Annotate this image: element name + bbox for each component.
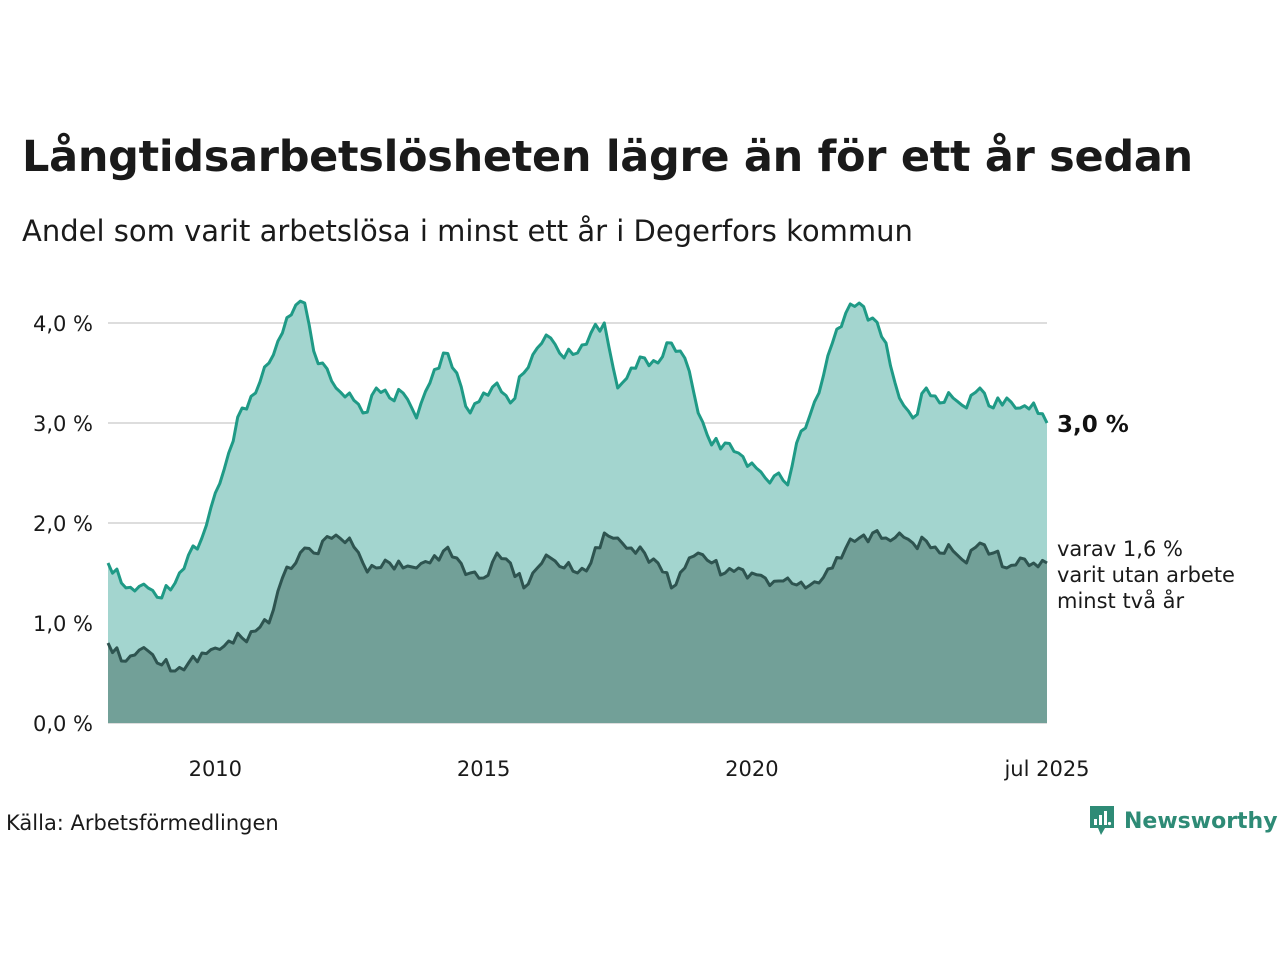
end-label-long-line-1: varav 1,6 % (1057, 537, 1183, 561)
y-tick-label: 1,0 % (33, 612, 93, 636)
x-tick-label: 2020 (725, 757, 778, 781)
x-tick-label: 2015 (457, 757, 510, 781)
end-label-total: 3,0 % (1057, 412, 1129, 438)
x-axis-ticks: 2010 2015 2020 jul 2025 (189, 757, 1090, 781)
brand-logo: Newsworthy (1088, 804, 1278, 838)
newsworthy-logo-icon (1090, 806, 1114, 835)
area-long-term-unemployed (108, 530, 1047, 723)
line-total-unemployed (106, 299, 1049, 600)
source-note: Källa: Arbetsförmedlingen (6, 811, 279, 835)
y-tick-label: 2,0 % (33, 512, 93, 536)
end-label-long-term: varav 1,6 % varit utan arbete minst två … (1057, 537, 1242, 613)
y-axis-ticks: 0,0 % 1,0 % 2,0 % 3,0 % 4,0 % (33, 312, 93, 736)
brand-name: Newsworthy (1124, 808, 1278, 834)
x-tick-label: jul 2025 (1003, 757, 1089, 781)
area-chart: 0,0 % 1,0 % 2,0 % 3,0 % 4,0 % 2010 2015 2020 ju… (33, 299, 1242, 781)
y-tick-label: 0,0 % (33, 712, 93, 736)
chart-title: Långtidsarbetslösheten lägre än för ett … (22, 132, 1193, 182)
end-label-long-line-3: minst två år (1057, 588, 1185, 613)
y-tick-label: 4,0 % (33, 312, 93, 336)
end-label-long-line-2: varit utan arbete (1057, 563, 1235, 587)
y-tick-label: 3,0 % (33, 412, 93, 436)
chart-subtitle: Andel som varit arbetslösa i minst ett å… (22, 214, 913, 248)
line-long-term-unemployed (106, 529, 1048, 673)
x-tick-label: 2010 (189, 757, 242, 781)
